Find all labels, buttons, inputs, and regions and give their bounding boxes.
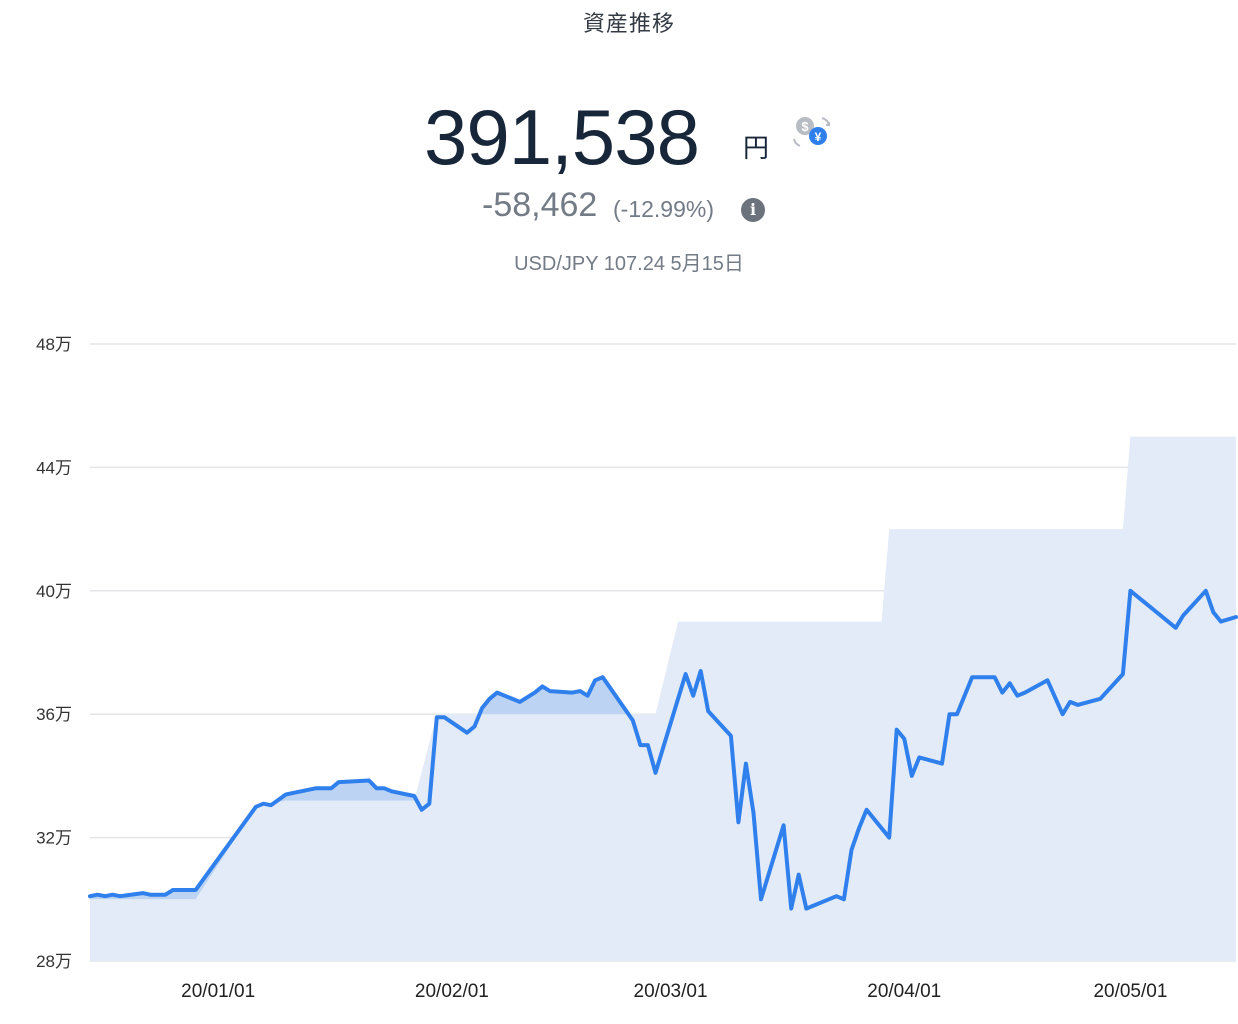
chart-lines: [88, 588, 1238, 911]
info-icon[interactable]: i: [741, 198, 765, 222]
y-axis: 28万 32万 36万 40万 44万 48万: [36, 335, 72, 971]
x-tick-label: 20/02/01: [415, 981, 489, 1002]
x-axis: 20/01/01 20/02/01 20/03/01 20/04/01 20/05/01: [181, 981, 1167, 1002]
y-tick-label: 28万: [36, 952, 72, 971]
x-tick-label: 20/04/01: [867, 981, 941, 1002]
currency-exchange-icon[interactable]: $ ¥: [790, 112, 834, 152]
chart-areas: [90, 436, 1236, 962]
y-tick-label: 48万: [36, 335, 72, 354]
svg-text:$: $: [801, 119, 809, 134]
y-tick-label: 36万: [36, 705, 72, 724]
change-amount: -58,462: [482, 186, 598, 224]
principal-area: [90, 436, 1236, 962]
total-amount: 391,538: [424, 93, 700, 181]
x-tick-label: 20/05/01: [1093, 981, 1167, 1002]
chart-title: 資産推移: [582, 12, 675, 37]
total-value-row: 391,538 円 $ ¥: [0, 84, 1238, 184]
y-tick-label: 32万: [36, 829, 72, 848]
change-row: -58,462 (-12.99%) i: [0, 186, 1238, 230]
exchange-rate: USD/JPY 107.24 5月15日: [514, 253, 744, 275]
currency-unit: 円: [743, 134, 770, 164]
y-tick-label: 44万: [36, 458, 72, 477]
x-tick-label: 20/03/01: [634, 981, 708, 1002]
asset-value-line: [88, 588, 1238, 911]
y-tick-label: 40万: [36, 582, 72, 601]
svg-text:¥: ¥: [815, 130, 822, 144]
change-percent: (-12.99%): [613, 196, 714, 222]
x-tick-label: 20/01/01: [181, 981, 255, 1002]
asset-chart: 28万 32万 36万 40万 44万 48万 20/01/01 20/02/01 20/03…: [36, 335, 1238, 1002]
